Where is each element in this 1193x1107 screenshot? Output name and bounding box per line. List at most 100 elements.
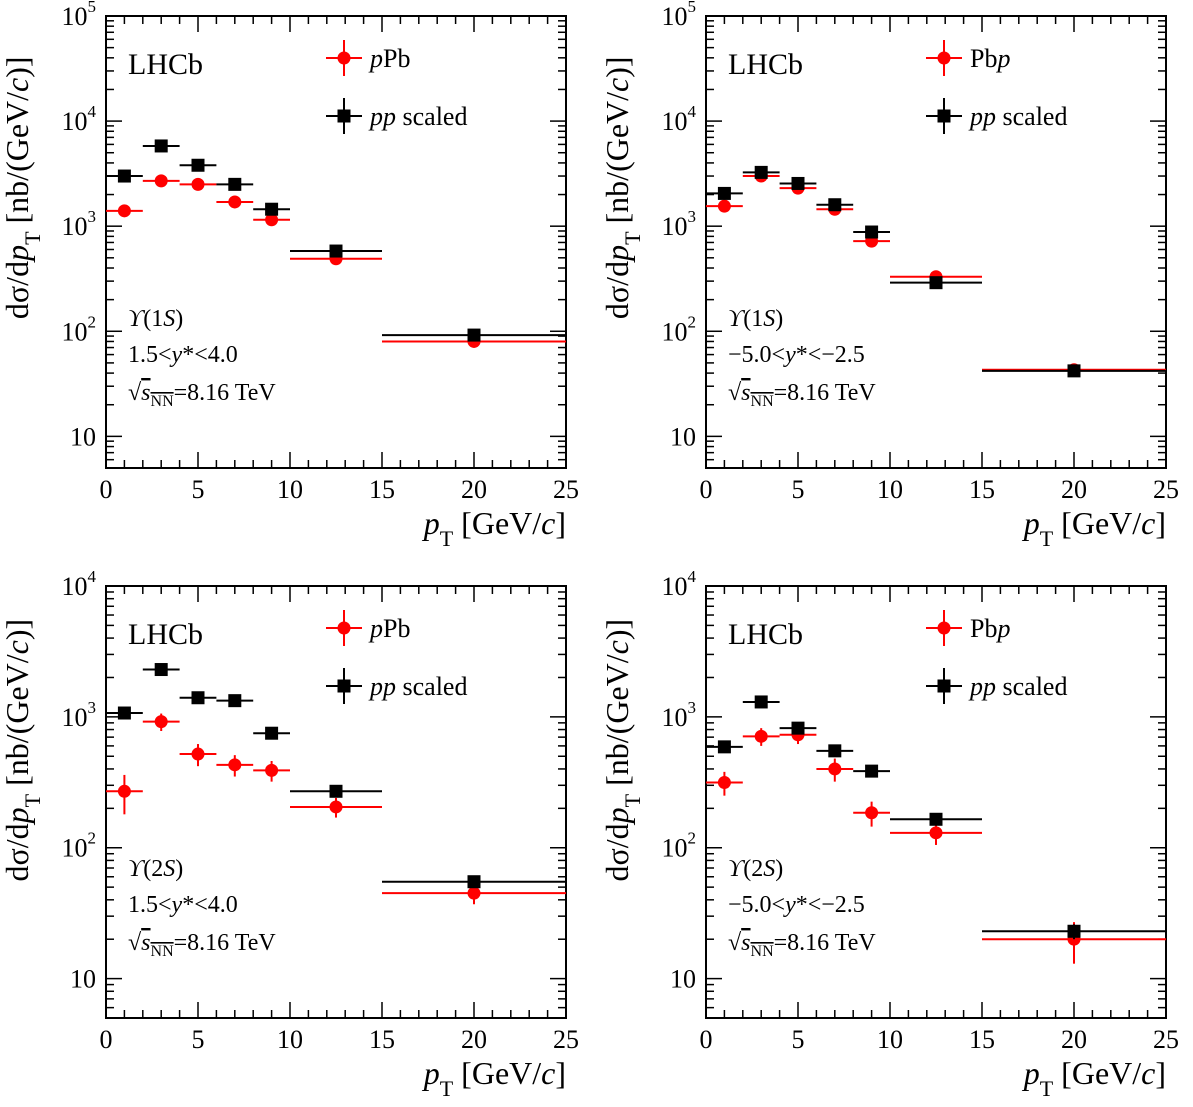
data-point	[742, 695, 780, 709]
y-axis-title: dσ/dpT [nb/(GeV/c)]	[599, 619, 645, 882]
legend-entry: pp scaled	[926, 98, 1067, 134]
data-point	[706, 771, 743, 796]
data-point	[179, 691, 217, 705]
series-pp-scaled	[106, 663, 566, 889]
marker-circle	[265, 763, 279, 777]
x-tick-label: 10	[877, 1025, 903, 1054]
marker-square	[791, 721, 805, 735]
marker-circle	[154, 715, 168, 729]
marker-square	[717, 740, 731, 754]
data-point	[216, 177, 254, 191]
marker-circle	[717, 776, 731, 790]
marker-square	[791, 176, 805, 190]
y-tick-label: 10	[670, 422, 696, 451]
y-tick-label: 103	[662, 698, 697, 732]
x-tick-label: 0	[100, 1025, 113, 1054]
legend-entry: Pbp	[926, 40, 1010, 76]
legend-entry: pp scaled	[326, 668, 467, 704]
marker-circle	[865, 806, 879, 820]
data-point	[706, 740, 743, 754]
series-pbp	[706, 726, 1166, 964]
y-axis-ticks	[106, 20, 566, 469]
x-axis-title: pT [GeV/c]	[422, 505, 566, 551]
x-tick-label: 20	[1061, 475, 1087, 504]
marker-square	[1067, 364, 1081, 378]
marker-square	[265, 202, 279, 216]
marker-square	[717, 186, 731, 200]
data-point	[853, 764, 890, 778]
marker-circle	[228, 758, 242, 772]
legend-entry: pPb	[326, 610, 410, 646]
data-point	[706, 199, 743, 213]
legend-label: pp scaled	[968, 102, 1067, 131]
marker-square	[265, 726, 279, 740]
data-point	[382, 328, 566, 342]
marker-square	[828, 198, 842, 212]
y-tick-label: 103	[62, 698, 97, 732]
rapidity-label: −5.0<y*<−2.5	[728, 892, 865, 918]
plot-frame	[105, 585, 567, 1019]
y-tick-label: 103	[62, 207, 97, 241]
data-point	[853, 801, 890, 827]
x-tick-label: 15	[369, 475, 395, 504]
data-point	[816, 744, 854, 758]
chart-panel-top-left: 0 5 10 15 20 25 10 102 103 104 105 pT [GeV/c] dσ/dpT…	[0, 0, 579, 551]
chart-panel-bottom-left: 0 5 10 15 20 25 10 102 103 104 pT [GeV/c] dσ/dpT [n…	[0, 567, 579, 1101]
legend-entry: pp scaled	[926, 668, 1067, 704]
y-axis-ticks	[106, 591, 566, 1019]
data-point	[779, 176, 817, 190]
data-point	[142, 174, 180, 188]
legend-entry: Pbp	[926, 610, 1010, 646]
experiment-label: LHCb	[128, 618, 203, 651]
y-tick-label: 105	[662, 0, 697, 31]
x-axis-title: pT [GeV/c]	[422, 1055, 566, 1101]
marker-square	[228, 177, 242, 191]
y-tick-label: 10	[70, 965, 96, 994]
x-tick-label: 10	[277, 1025, 303, 1054]
marker-circle	[228, 195, 242, 209]
marker-circle	[191, 177, 205, 191]
series-ppb	[106, 713, 566, 905]
plot-frame	[705, 585, 1167, 1019]
data-point	[179, 158, 217, 172]
data-point	[290, 784, 382, 798]
legend-entry: pp scaled	[326, 98, 467, 134]
data-point	[742, 165, 780, 179]
data-point	[816, 198, 854, 212]
legend-marker-circle	[937, 51, 951, 65]
data-point	[706, 186, 743, 200]
legend-label: pp scaled	[368, 102, 467, 131]
marker-square	[754, 695, 768, 709]
rapidity-label: 1.5<y*<4.0	[128, 892, 238, 918]
x-tick-label: 5	[192, 475, 205, 504]
marker-circle	[329, 800, 343, 814]
data-point	[179, 744, 217, 767]
marker-square	[754, 165, 768, 179]
series-ppb	[106, 174, 566, 348]
x-tick-label: 20	[1061, 1025, 1087, 1054]
x-tick-label: 5	[192, 1025, 205, 1054]
data-point	[179, 177, 217, 191]
y-tick-label: 104	[62, 567, 97, 601]
energy-label: √sNN=8.16 TeV	[128, 380, 276, 410]
y-tick-label: 104	[662, 102, 697, 136]
data-point	[253, 202, 290, 216]
state-label: ϒ(1S)	[728, 306, 783, 332]
x-tick-label: 15	[369, 1025, 395, 1054]
y-axis-title: dσ/dpT [nb/(GeV/c)]	[0, 56, 45, 319]
marker-circle	[265, 213, 279, 227]
data-point	[890, 822, 982, 845]
marker-square	[929, 276, 943, 290]
marker-circle	[117, 784, 131, 798]
x-tick-label: 0	[700, 1025, 713, 1054]
marker-square	[467, 328, 481, 342]
marker-circle	[754, 729, 768, 743]
y-tick-label: 102	[662, 829, 697, 863]
y-tick-label: 102	[62, 829, 97, 863]
data-point	[253, 726, 290, 740]
rapidity-label: 1.5<y*<4.0	[128, 342, 238, 368]
legend-label: pp scaled	[968, 672, 1067, 701]
y-tick-label: 104	[62, 102, 97, 136]
marker-circle	[191, 747, 205, 761]
chart-panel-bottom-right: 0 5 10 15 20 25 10 102 103 104 pT [GeV/c] dσ/dpT [n…	[599, 567, 1179, 1101]
